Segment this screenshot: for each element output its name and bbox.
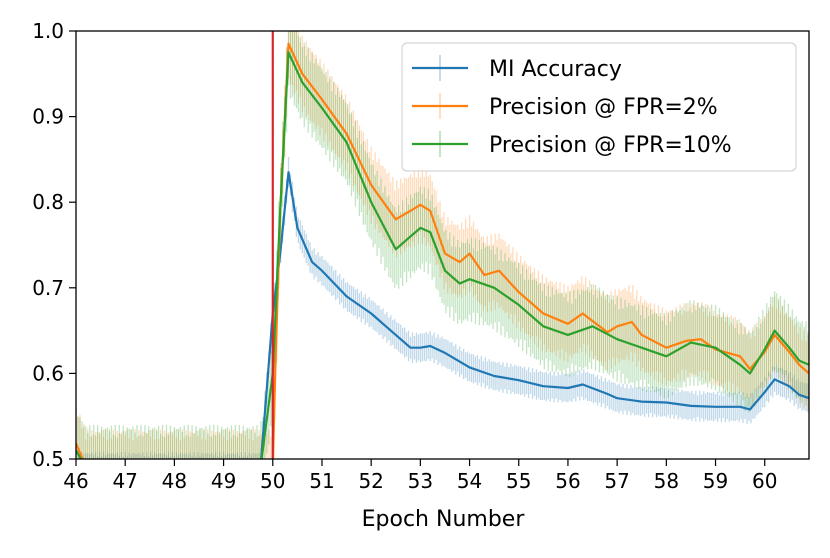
x-tick-label: 47 [112, 469, 137, 493]
x-tick-label: 51 [309, 469, 334, 493]
x-axis-label: Epoch Number [362, 507, 526, 532]
legend-box [401, 42, 797, 172]
legend-label: Precision @ FPR=10% [489, 133, 732, 158]
legend-label: Precision @ FPR=2% [489, 95, 718, 120]
y-tick-label: 0.9 [32, 105, 64, 129]
y-tick-label: 0.6 [32, 361, 64, 385]
x-tick-label: 53 [408, 469, 433, 493]
x-tick-label: 58 [654, 469, 679, 493]
x-tick-label: 49 [211, 469, 236, 493]
y-tick-label: 0.8 [32, 190, 64, 214]
legend-label: MI Accuracy [489, 57, 622, 82]
x-axis: 46 47 48 49 50 51 52 53 54 55 56 57 58 59 60 [63, 459, 777, 493]
legend: MI Accuracy Precision @ FPR=2% Precision @… [401, 42, 797, 172]
x-tick-label: 55 [506, 469, 531, 493]
y-tick-label: 0.7 [32, 276, 64, 300]
y-axis: 0.5 0.6 0.7 0.8 0.9 1.0 [32, 19, 76, 471]
y-tick-label: 0.5 [32, 447, 64, 471]
x-tick-label: 50 [260, 469, 285, 493]
x-tick-label: 59 [703, 469, 728, 493]
x-tick-label: 60 [752, 469, 777, 493]
plot-frame [75, 30, 810, 460]
series-line-1 [260, 171, 809, 459]
x-tick-label: 52 [358, 469, 383, 493]
y-tick-label: 1.0 [32, 19, 64, 43]
x-tick-label: 57 [604, 469, 629, 493]
x-tick-label: 48 [162, 469, 187, 493]
x-tick-label: 56 [555, 469, 580, 493]
x-tick-label: 46 [63, 469, 88, 493]
x-tick-label: 54 [457, 469, 482, 493]
